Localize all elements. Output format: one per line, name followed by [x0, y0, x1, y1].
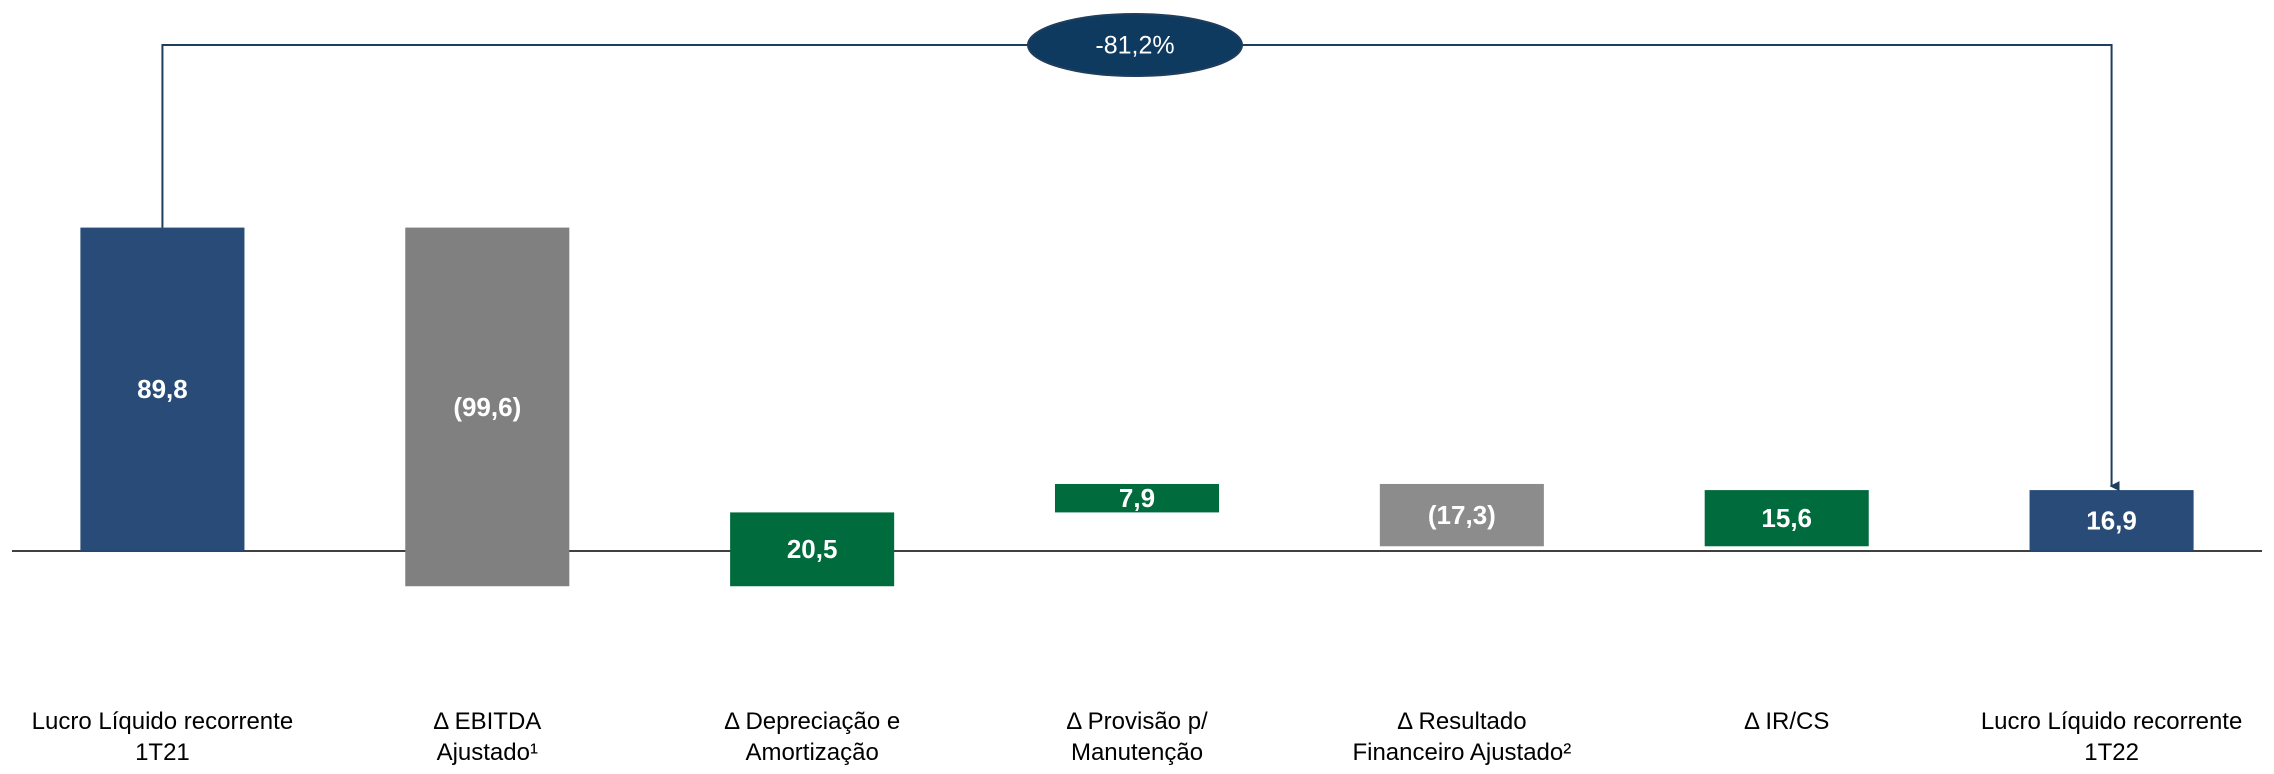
x-tick-line: Δ Provisão p/	[1066, 708, 1208, 735]
value-label: (17,3)	[1428, 500, 1496, 530]
x-tick-label: Δ Resultado Financeiro Ajustado²	[1352, 708, 1571, 766]
x-tick-line: Δ Depreciação e	[724, 708, 900, 735]
bar	[405, 227, 570, 587]
x-tick-label: Lucro Líquido recorrente 1T22	[1981, 708, 2243, 766]
annotation-bubble	[1027, 13, 1243, 77]
value-label: 89,8	[137, 374, 188, 404]
x-tick-line: Lucro Líquido recorrente	[1981, 708, 2243, 735]
bar	[2029, 490, 2194, 551]
bar	[1704, 490, 1869, 547]
annotation: -81,2%	[1095, 32, 1174, 60]
x-tick-line: Amortização	[745, 739, 878, 766]
value-label: 20,5	[787, 534, 838, 564]
value-label: (99,6)	[453, 392, 521, 422]
value-label: 7,9	[1119, 483, 1155, 513]
x-tick-line: 1T21	[135, 739, 190, 766]
value-label: 16,9	[2086, 505, 2137, 535]
x-tick-label: Δ IR/CS	[1744, 708, 1829, 735]
x-tick-line: Δ EBITDA	[433, 708, 541, 735]
x-tick-line: Manutenção	[1071, 739, 1203, 766]
x-tick-label: Δ Depreciação e Amortização	[724, 708, 900, 766]
value-label: 15,6	[1761, 503, 1812, 533]
x-tick-line: Δ IR/CS	[1744, 708, 1829, 735]
x-tick-label: Δ EBITDA Ajustado¹	[433, 708, 541, 766]
x-tick-line: Financeiro Ajustado²	[1352, 739, 1571, 766]
x-tick-line: Δ Resultado	[1397, 708, 1526, 735]
x-tick-label: Lucro Líquido recorrente 1T21	[32, 708, 294, 766]
x-tick-line: 1T22	[2084, 739, 2139, 766]
bar	[1054, 483, 1220, 513]
x-tick-label: Δ Provisão p/Manutenção	[1066, 708, 1208, 766]
bar	[1379, 483, 1544, 547]
bar	[80, 227, 245, 551]
x-tick-line: Lucro Líquido recorrente	[32, 708, 294, 735]
bar	[730, 512, 895, 587]
x-tick-line: Ajustado¹	[437, 739, 538, 766]
